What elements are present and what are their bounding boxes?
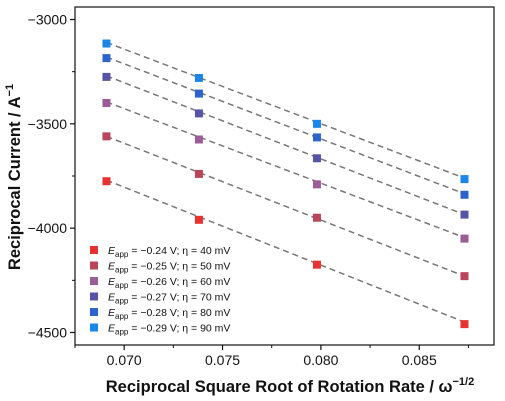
x-tick-label: 0.075 bbox=[205, 352, 240, 368]
data-point bbox=[194, 215, 203, 224]
legend-marker bbox=[90, 261, 98, 270]
y-tick-label: −4000 bbox=[28, 220, 68, 236]
fit-lines bbox=[106, 41, 465, 323]
y-tick-label: −4500 bbox=[28, 324, 68, 340]
data-point bbox=[460, 234, 469, 243]
data-point bbox=[102, 54, 111, 63]
legend-label: Eapp = −0.29 V; η = 90 mV bbox=[108, 323, 230, 337]
data-point bbox=[102, 39, 111, 48]
data-point bbox=[312, 133, 321, 142]
legend-label: Eapp = −0.26 V; η = 60 mV bbox=[108, 276, 230, 290]
data-point bbox=[460, 175, 469, 184]
legend-marker bbox=[90, 277, 98, 285]
y-axis-title: Reciprocal Current / A−1 bbox=[4, 84, 24, 270]
legend-marker bbox=[90, 246, 98, 254]
legend-label: Eapp = −0.28 V; η = 80 mV bbox=[108, 307, 230, 321]
x-tick-label: 0.070 bbox=[107, 352, 142, 368]
fit-line bbox=[106, 56, 465, 195]
legend-label: Eapp = −0.25 V; η = 50 mV bbox=[108, 261, 230, 275]
data-point bbox=[312, 180, 321, 189]
x-axis-title: Reciprocal Square Root of Rotation Rate … bbox=[106, 376, 474, 396]
data-point bbox=[312, 260, 321, 269]
legend: Eapp = −0.24 V; η = 40 mV Eapp = −0.25 V;… bbox=[90, 245, 230, 337]
x-tick-label: 0.080 bbox=[303, 352, 338, 368]
legend-marker bbox=[90, 292, 98, 301]
data-point bbox=[194, 135, 203, 144]
data-point bbox=[312, 154, 321, 163]
data-point bbox=[460, 210, 469, 219]
fit-line bbox=[106, 75, 465, 216]
legend-marker bbox=[90, 308, 98, 316]
y-tick-label: −3500 bbox=[28, 116, 68, 132]
data-point bbox=[460, 190, 469, 199]
data-points bbox=[102, 39, 469, 329]
data-point bbox=[102, 132, 111, 141]
data-point bbox=[194, 89, 203, 98]
fit-line bbox=[106, 41, 465, 179]
data-point bbox=[102, 98, 111, 107]
data-point bbox=[102, 177, 111, 186]
x-tick-label: 0.085 bbox=[402, 352, 437, 368]
fit-line bbox=[106, 101, 465, 239]
data-point bbox=[312, 213, 321, 222]
data-point bbox=[194, 109, 203, 118]
fit-line bbox=[106, 135, 465, 277]
data-point bbox=[194, 73, 203, 82]
legend-label: Eapp = −0.27 V; η = 70 mV bbox=[108, 292, 230, 306]
legend-label: Eapp = −0.24 V; η = 40 mV bbox=[108, 245, 230, 259]
data-point bbox=[102, 72, 111, 81]
data-point bbox=[194, 169, 203, 178]
y-tick-label: −3000 bbox=[28, 12, 68, 28]
data-point bbox=[460, 320, 469, 329]
x-axis-ticks: 0.070 0.075 0.080 0.085 bbox=[74, 345, 469, 368]
y-axis-ticks: −3000 −3500 −4000 −4500 bbox=[28, 12, 75, 340]
data-point bbox=[460, 272, 469, 281]
data-point bbox=[312, 119, 321, 128]
legend-marker bbox=[90, 323, 98, 332]
fit-line bbox=[106, 179, 465, 323]
